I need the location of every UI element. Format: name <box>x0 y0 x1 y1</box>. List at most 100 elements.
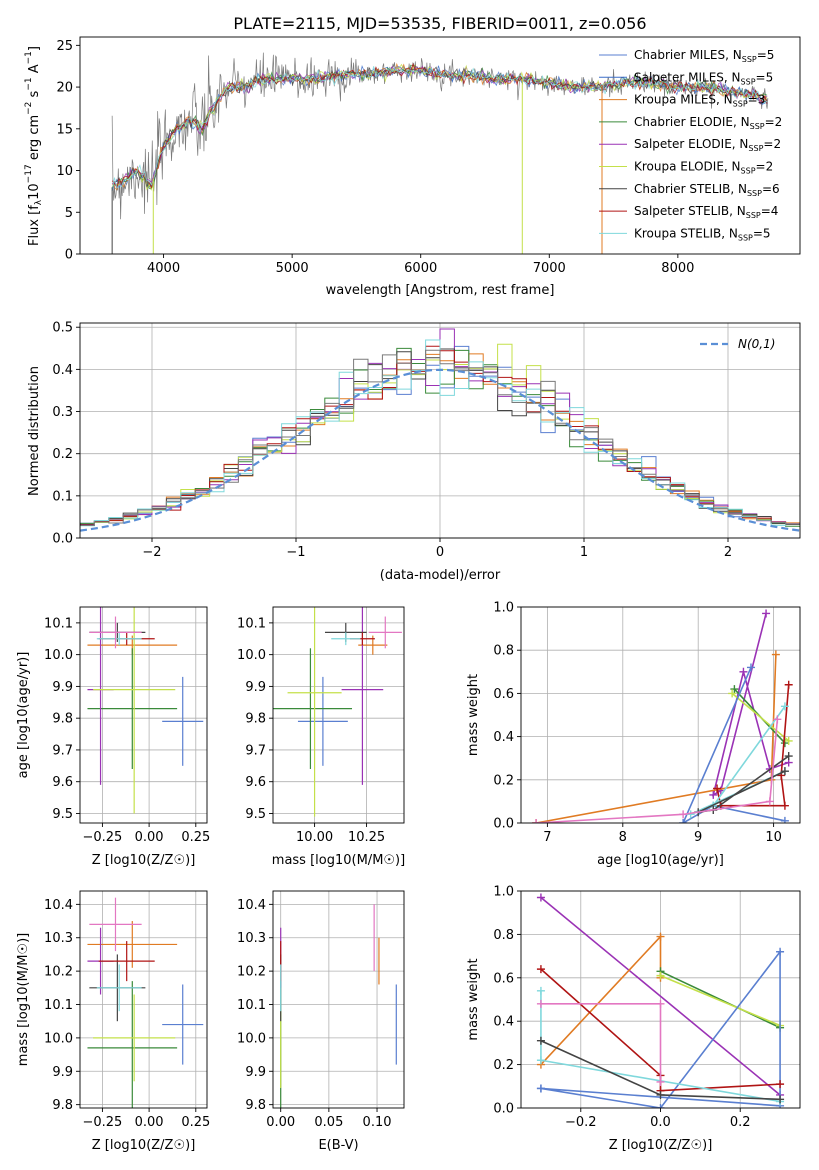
plot-frame <box>520 890 801 1109</box>
weight-marker <box>773 715 782 724</box>
legend-label-subscript: SSP <box>747 189 762 198</box>
y-axis-label-part: erg cm <box>27 115 42 164</box>
plot-frame <box>79 322 801 539</box>
legend-label-tail: =6 <box>762 182 780 196</box>
legend-label-tail: =5 <box>753 226 771 240</box>
y-axis-label-part: Flux [f <box>27 205 42 246</box>
y-tick-label: 15 <box>56 122 73 137</box>
weight-line <box>731 692 790 742</box>
weight-marker <box>780 702 789 711</box>
x-axis-label: Z [log10(Z/Z☉)] <box>92 853 196 868</box>
legend-label: Salpeter STELIB, NSSP=4 <box>634 204 778 220</box>
axes-residuals: −2 −1 0 1 2 0.0 0.1 0.2 0.3 0.4 0.5 N(0,1) (data-mod… <box>27 321 801 583</box>
x-tick-label: 4000 <box>147 261 180 276</box>
legend-label-text: Salpeter MILES, N <box>634 70 741 84</box>
weight-marker <box>762 609 771 618</box>
x-axis-label: wavelength [Angstrom, rest frame] <box>326 283 555 298</box>
legend-label-subscript: SSP <box>746 211 761 220</box>
legend-label-subscript: SSP <box>750 122 765 131</box>
y-tick-label: 9.9 <box>52 680 73 695</box>
y-axis-label: Normed distribution <box>27 366 42 496</box>
y-tick-label: 9.7 <box>245 743 266 758</box>
gaussian-curve <box>80 368 800 532</box>
weight-line <box>536 719 779 823</box>
y-axis-label-part: −17 <box>24 164 34 183</box>
model-spectrum <box>111 66 768 192</box>
x-tick-label: 0.10 <box>363 1115 392 1130</box>
x-tick-label: −2 <box>142 545 161 560</box>
x-tick-label: 0.00 <box>135 830 164 845</box>
x-tick-label: 0.00 <box>135 1115 164 1130</box>
y-axis-label-part: s <box>27 90 42 101</box>
legend-label-text: Kroupa STELIB, N <box>634 226 738 240</box>
legend-label-tail: =3 <box>748 93 766 107</box>
legend-label-tail: =5 <box>757 48 775 62</box>
y-tick-label: 20 <box>56 81 73 96</box>
y-tick-label: 0.4 <box>493 730 514 745</box>
y-tick-label: 9.8 <box>52 1098 73 1113</box>
y-tick-label: 1.0 <box>493 601 514 616</box>
weight-marker <box>532 819 541 823</box>
x-tick-label: 5000 <box>276 261 309 276</box>
x-tick-label: 10.25 <box>348 830 385 845</box>
y-tick-label: 10.2 <box>44 965 73 980</box>
errorbars <box>87 607 204 814</box>
axes-spectrum: 4000 5000 6000 7000 8000 0 5 10 15 20 25 Chabrier M… <box>24 36 801 298</box>
y-tick-label: 10.4 <box>44 898 73 913</box>
weight-marker <box>536 1084 545 1093</box>
legend-label-text: Salpeter ELODIE, N <box>634 137 748 151</box>
y-tick-label: 0.0 <box>493 1102 514 1117</box>
y-axis-label-part: λ <box>34 199 44 205</box>
legend-label-subscript: SSP <box>742 55 757 64</box>
weight-marker <box>656 932 665 941</box>
x-tick-label: 9 <box>694 830 702 845</box>
weight-marker <box>780 801 789 810</box>
weight-marker <box>536 1056 545 1065</box>
y-tick-label: 0.0 <box>52 532 73 547</box>
y-tick-label: 10.1 <box>44 998 73 1013</box>
plot-frame <box>272 606 405 824</box>
y-tick-label: 5 <box>65 206 73 221</box>
weight-marker <box>784 736 793 745</box>
legend-label: Chabrier ELODIE, NSSP=2 <box>634 115 782 131</box>
plot-frame <box>272 890 405 1109</box>
y-tick-label: 9.5 <box>52 807 73 822</box>
legend-label-tail: =2 <box>756 160 774 174</box>
x-tick-label: 6000 <box>404 261 437 276</box>
histogram-step <box>80 349 800 528</box>
y-tick-label: 10.1 <box>44 616 73 631</box>
plot-frame <box>520 606 801 824</box>
y-tick-label: 9.7 <box>52 743 73 758</box>
y-tick-label: 0.3 <box>52 405 73 420</box>
weight-marker <box>656 1077 665 1086</box>
y-axis-label-part: 10 <box>27 183 42 200</box>
x-axis-label: mass [log10(M/M☉)] <box>272 853 405 868</box>
y-tick-label: 10.3 <box>237 931 266 946</box>
y-tick-label: 10.0 <box>237 1031 266 1046</box>
weight-marker <box>656 999 665 1008</box>
x-tick-label: 8000 <box>661 261 694 276</box>
axes-age-vs-Z: −0.25 0.00 0.25 9.5 9.6 9.7 9.8 9.9 10.0 10.1 Z [l… <box>16 606 210 868</box>
y-tick-label: 10.4 <box>237 898 266 913</box>
legend-label-tail: =4 <box>761 204 779 218</box>
y-tick-label: 0.8 <box>493 928 514 943</box>
legend-label-text: Salpeter STELIB, N <box>634 204 746 218</box>
weight-line <box>712 613 789 797</box>
axes-mass-vs-ebv: 0.00 0.05 0.10 9.8 9.9 10.0 10.1 10.2 10.3 10.4 E(… <box>237 890 405 1153</box>
x-axis-label: age [log10(age/yr)] <box>597 853 724 868</box>
x-tick-label: 0.05 <box>314 1115 343 1130</box>
legend-label-subscript: SSP <box>738 233 753 242</box>
legend-label: Chabrier STELIB, NSSP=6 <box>634 182 780 198</box>
legend-label-text: Chabrier ELODIE, N <box>634 115 750 129</box>
figure-title: PLATE=2115, MJD=53535, FIBERID=0011, z=0… <box>233 14 646 33</box>
y-axis-label: mass weight <box>466 674 481 756</box>
x-axis-label: Z [log10(Z/Z☉)] <box>92 1138 196 1153</box>
legend-label: N(0,1) <box>738 337 775 351</box>
spectrum-lines <box>111 52 769 254</box>
legend-label-tail: =5 <box>756 70 774 84</box>
x-tick-label: 0.2 <box>730 1115 751 1130</box>
weight-marker <box>776 1080 785 1089</box>
x-axis-label: Z [log10(Z/Z☉)] <box>609 1138 713 1153</box>
y-axis-label-part: −1 <box>24 51 34 64</box>
